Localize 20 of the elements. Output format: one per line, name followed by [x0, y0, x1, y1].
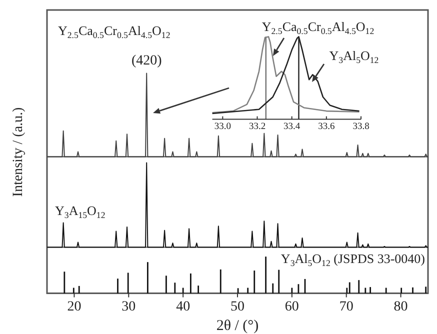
x-tick-label: 70 [339, 299, 354, 314]
x-tick-label: 33.8 [352, 122, 370, 132]
x-tick-label: 33.2 [248, 122, 266, 132]
x-tick-label: 60 [284, 299, 299, 314]
series-label: Y$_{3}$Al$_{5}$O$_{12}$ [329, 48, 379, 65]
x-tick-label: 33.6 [318, 122, 335, 132]
x-tick-label: 30 [122, 299, 136, 314]
annotation: Y$_{3}$A$_{15}$O$_{12}$ [55, 203, 106, 220]
x-tick-label: 20 [67, 299, 82, 314]
text: Y$_{2.5}$Ca$_{0.5}$Cr$_{0.5}$Al$_{4.5}$O$_{12}$ [58, 23, 170, 40]
x-axis-title: 2θ / (°) [216, 318, 259, 334]
x-tick-label: 50 [230, 299, 244, 314]
text: Y$_{2.5}$Ca$_{0.5}$Cr$_{0.5}$Al$_{4.5}$O$_{12}$ [262, 19, 374, 36]
x-tick-label: 40 [176, 299, 190, 314]
y-axis-title: Intensity / (a.u.) [11, 106, 26, 197]
annotation: Y$_{3}$Al$_{5}$O$_{12}$ (JSPDS 33-0040) [280, 251, 425, 268]
x-tick-label: 33.0 [214, 122, 232, 132]
annotation: (420) [131, 53, 162, 68]
x-tick-label: 80 [394, 299, 408, 314]
x-tick-label: 33.4 [284, 122, 300, 132]
